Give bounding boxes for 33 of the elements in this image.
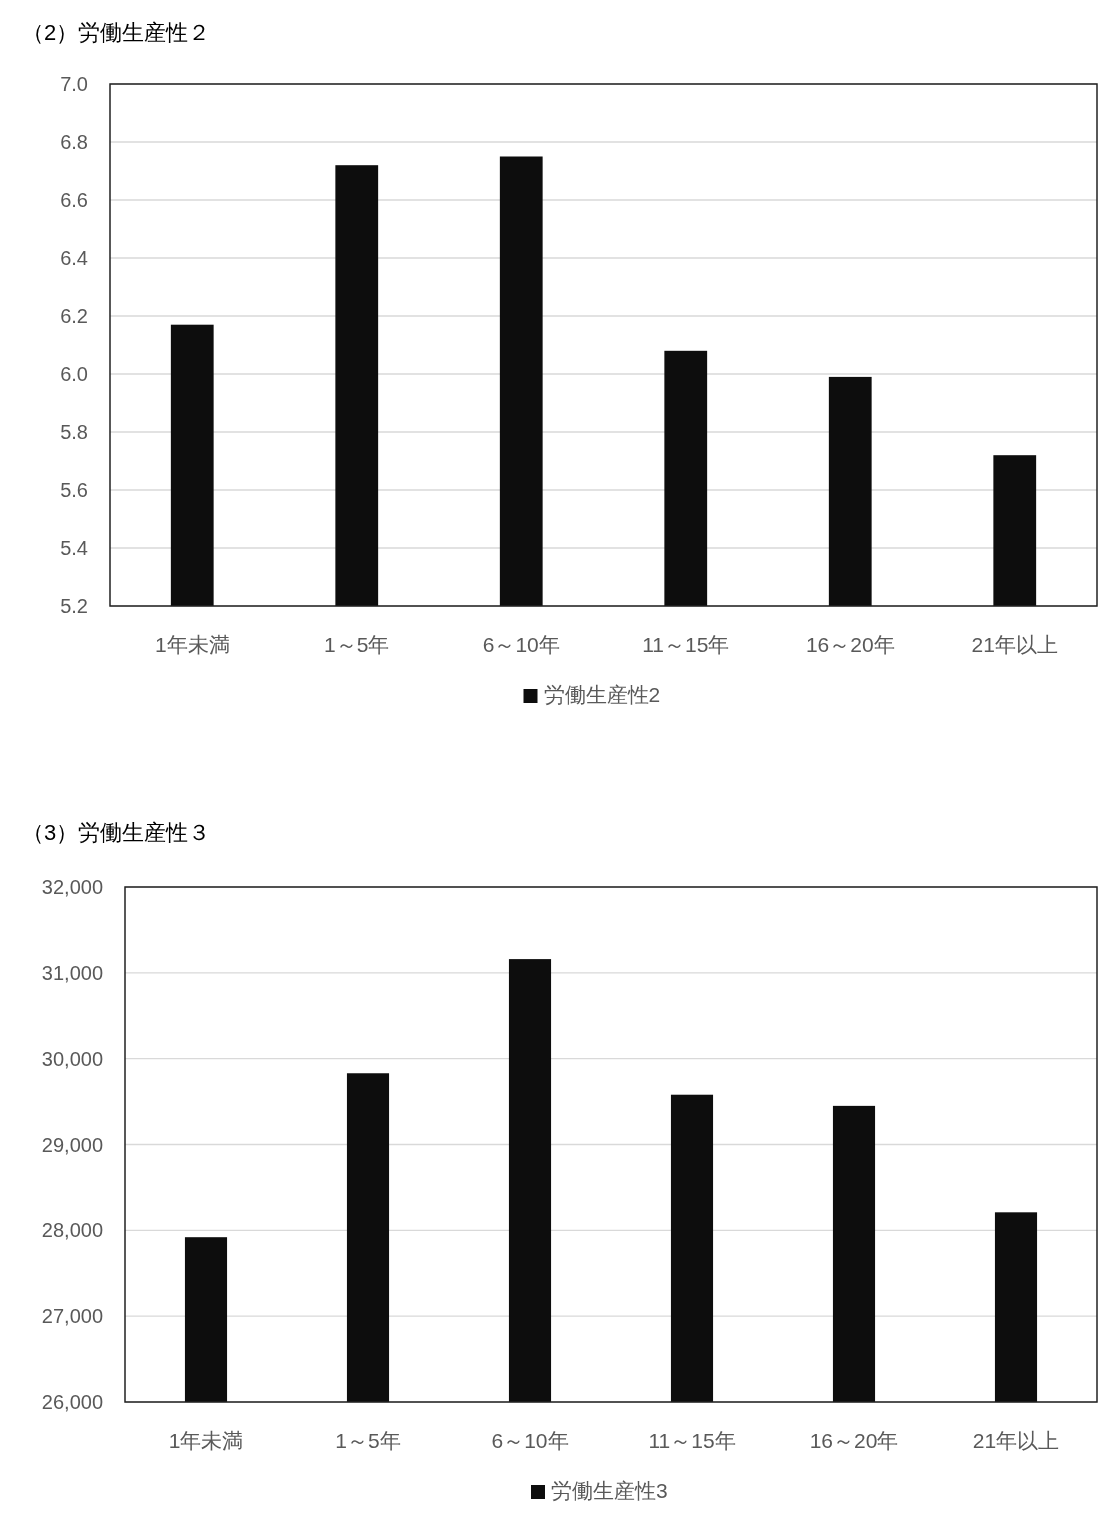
y-tick-label: 32,000 [41, 876, 103, 898]
y-tick-label: 6.8 [60, 131, 88, 153]
x-tick-label: 6～10年 [482, 633, 560, 656]
x-tick-label: 21年以上 [972, 1429, 1060, 1452]
y-tick-label: 6.2 [60, 305, 88, 327]
x-tick-label: 1年未満 [154, 633, 230, 656]
x-tick-label: 16～20年 [805, 633, 895, 656]
legend-label: 労働生産性3 [551, 1479, 668, 1502]
y-tick-label: 7.0 [60, 73, 88, 95]
x-tick-label: 6～10年 [491, 1429, 569, 1452]
x-tick-label: 1～5年 [335, 1429, 401, 1452]
y-tick-label: 5.4 [60, 537, 88, 559]
x-tick-label: 21年以上 [971, 633, 1058, 656]
x-tick-label: 11～15年 [642, 633, 730, 656]
x-tick-label: 1～5年 [324, 633, 390, 656]
legend-label: 労働生産性2 [543, 683, 661, 706]
y-tick-label: 5.6 [60, 479, 88, 501]
y-tick-label: 30,000 [41, 1047, 103, 1070]
y-tick-label: 5.8 [60, 421, 88, 443]
x-tick-label: 16～20年 [809, 1429, 899, 1452]
x-tick-label: 11～15年 [648, 1429, 736, 1452]
chart-title: （2）労働生産性２ [22, 20, 211, 45]
x-tick-label: 1年未満 [168, 1429, 244, 1452]
y-tick-label: 26,000 [41, 1391, 103, 1413]
y-tick-label: 31,000 [41, 961, 103, 984]
y-tick-label: 6.4 [60, 247, 88, 269]
y-tick-label: 29,000 [41, 1133, 103, 1156]
y-tick-label: 6.6 [60, 189, 88, 211]
y-tick-label: 5.2 [60, 595, 88, 617]
chart-title: （3）労働生産性３ [22, 820, 211, 845]
y-tick-label: 6.0 [60, 363, 88, 385]
y-tick-label: 27,000 [41, 1305, 103, 1328]
y-tick-label: 28,000 [41, 1219, 103, 1242]
